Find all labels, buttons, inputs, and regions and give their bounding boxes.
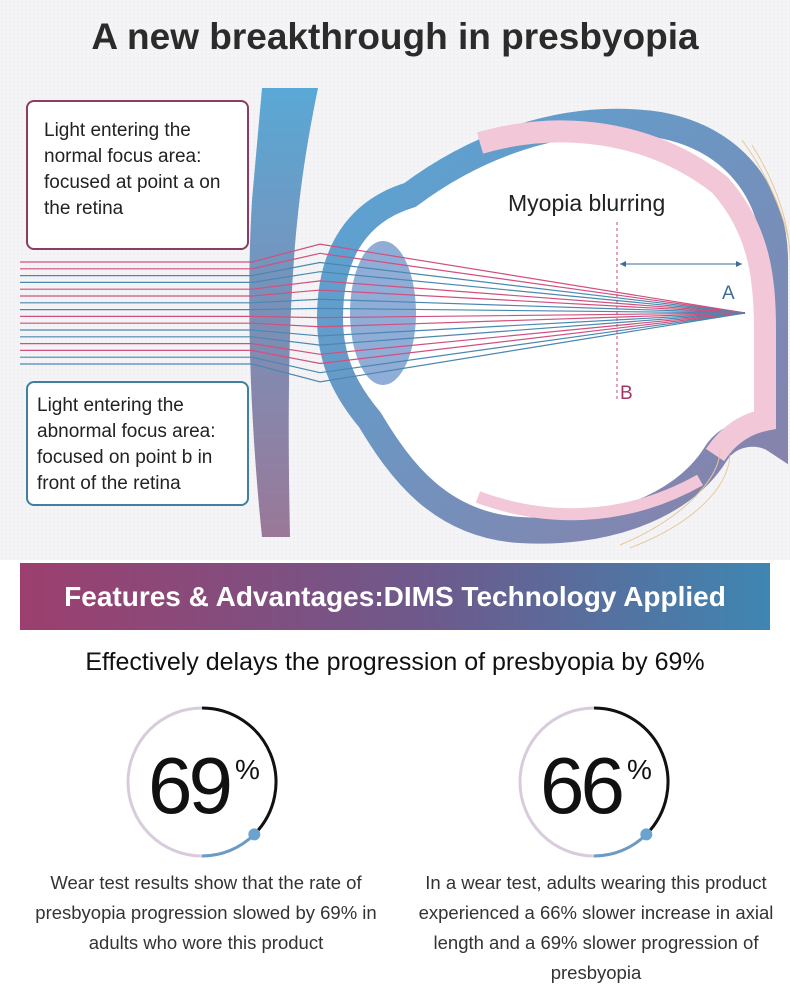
point-b-label: B (620, 383, 633, 404)
progress-ring (126, 706, 278, 858)
ring-accent-arc (201, 833, 256, 858)
point-a-label: A (722, 283, 735, 304)
normal-focus-callout: Light entering the normal focus area: fo… (26, 100, 249, 250)
stat-description-1: Wear test results show that the rate of … (35, 872, 377, 953)
page-title: A new breakthrough in presbyopia (91, 16, 699, 57)
stat-unit: % (235, 754, 260, 785)
light-ray (20, 312, 746, 337)
stat-description-2: In a wear test, adults wearing this prod… (418, 872, 774, 983)
eye-globe (316, 108, 788, 544)
light-ray (20, 312, 746, 346)
abnormal-focus-callout: Light entering the abnormal focus area: … (26, 381, 249, 506)
light-ray (20, 243, 746, 314)
light-ray (20, 298, 746, 314)
stat-value: 69 (148, 741, 233, 830)
eye-diagram (20, 88, 790, 549)
stat-ring-2: 66 % (514, 704, 674, 864)
light-ray (20, 252, 746, 314)
light-ray (20, 312, 746, 355)
ring-accent-arc (593, 833, 648, 858)
stat-unit: % (627, 754, 652, 785)
ring-knob (640, 828, 653, 841)
light-ray (20, 312, 746, 383)
light-rays (20, 243, 746, 383)
blur-distance-arrow (620, 261, 742, 267)
light-ray (20, 312, 746, 365)
ring-knob (248, 828, 261, 841)
features-banner: Features & Advantages:DIMS Technology Ap… (20, 563, 770, 630)
light-ray (20, 289, 746, 314)
light-ray (20, 307, 746, 314)
cornea-lens (249, 88, 318, 537)
light-ray (20, 261, 746, 314)
ring-progress-arc (593, 706, 670, 836)
retina-arcs (619, 139, 790, 549)
light-ray (20, 280, 746, 314)
progress-ring (518, 706, 670, 858)
ring-progress-arc (201, 706, 278, 836)
eye-lens (350, 241, 416, 385)
stat-ring-1: 69 % (122, 704, 282, 864)
light-ray (20, 312, 746, 374)
myopia-blurring-label: Myopia blurring (508, 190, 666, 216)
light-ray (20, 312, 746, 328)
stat-value: 66 (540, 741, 625, 830)
light-ray (20, 271, 746, 314)
subtitle: Effectively delays the progression of pr… (85, 648, 705, 676)
light-ray (20, 312, 746, 319)
